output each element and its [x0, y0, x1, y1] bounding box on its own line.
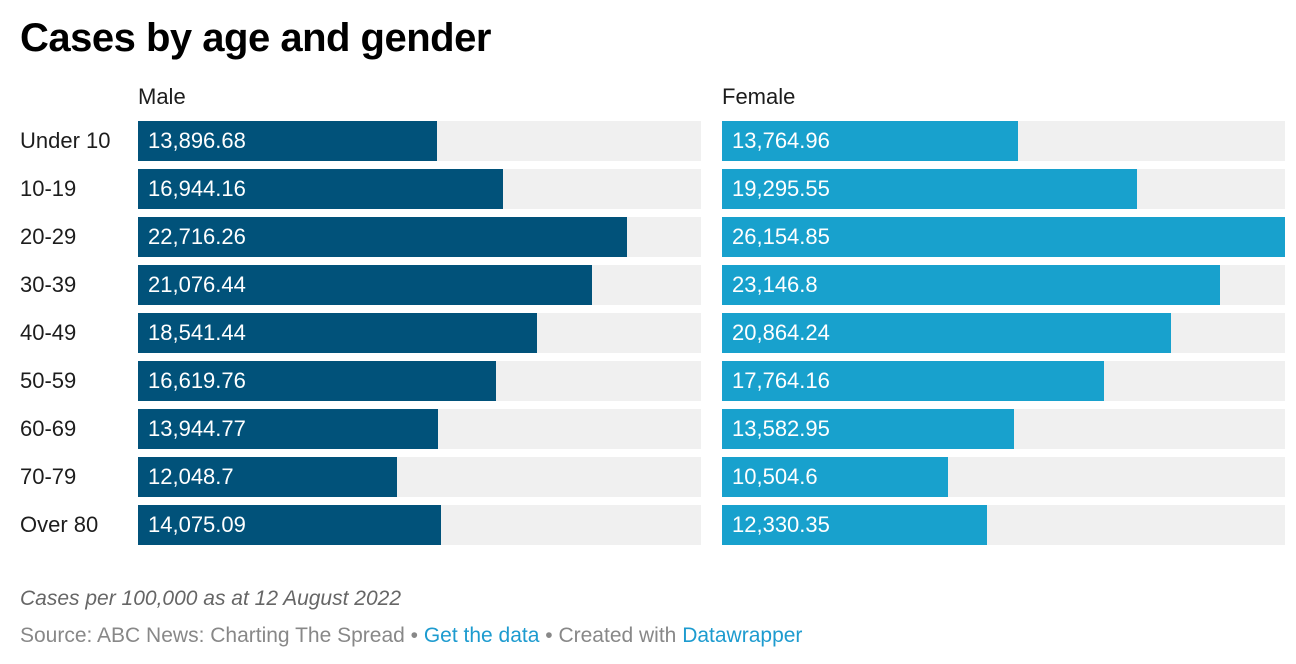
bar-track: 26,154.85 — [722, 217, 1285, 257]
bar-track: 12,048.7 — [138, 457, 701, 497]
bar-track: 14,075.09 — [138, 505, 701, 545]
bar-value-label: 20,864.24 — [732, 320, 830, 345]
category-label: 40-49 — [20, 320, 77, 345]
bar-value-label: 19,295.55 — [732, 176, 830, 201]
bar-value-label: 13,944.77 — [148, 416, 246, 441]
bar-value-label: 12,330.35 — [732, 512, 830, 537]
bar-male — [138, 409, 438, 449]
chart-title: Cases by age and gender — [20, 16, 491, 60]
bar-value-label: 13,764.96 — [732, 128, 830, 153]
footer-separator: • — [404, 624, 424, 647]
bar-male — [138, 265, 592, 305]
bar-track: 13,764.96 — [722, 121, 1285, 161]
bar-male — [138, 313, 537, 353]
panel-label-male: Male — [138, 84, 186, 109]
bar-track: 17,764.16 — [722, 361, 1285, 401]
bar-male — [138, 169, 503, 209]
bar-female — [722, 121, 1018, 161]
bar-track: 12,330.35 — [722, 505, 1285, 545]
bar-track: 18,541.44 — [138, 313, 701, 353]
bar-value-label: 22,716.26 — [148, 224, 246, 249]
bar-female — [722, 409, 1014, 449]
bar-value-label: 21,076.44 — [148, 272, 246, 297]
bar-value-label: 13,582.95 — [732, 416, 830, 441]
footer-separator: • — [539, 624, 559, 647]
bar-male — [138, 457, 397, 497]
bar-value-label: 13,896.68 — [148, 128, 246, 153]
bar-track: 16,944.16 — [138, 169, 701, 209]
bar-female — [722, 217, 1285, 257]
bar-track: 16,619.76 — [138, 361, 701, 401]
bar-female — [722, 169, 1137, 209]
bar-value-label: 23,146.8 — [732, 272, 818, 297]
bar-value-label: 16,944.16 — [148, 176, 246, 201]
category-label: 30-39 — [20, 272, 77, 297]
bar-male — [138, 505, 441, 545]
bar-track: 19,295.55 — [722, 169, 1285, 209]
bar-track: 20,864.24 — [722, 313, 1285, 353]
bar-male — [138, 217, 627, 257]
category-label: Over 80 — [20, 512, 99, 537]
bar-track: 13,896.68 — [138, 121, 701, 161]
bar-track: 23,146.8 — [722, 265, 1285, 305]
bar-track: 13,582.95 — [722, 409, 1285, 449]
datawrapper-link[interactable]: Datawrapper — [682, 624, 803, 647]
source-text: Source: ABC News: Charting The Spread — [20, 624, 405, 647]
bar-value-label: 14,075.09 — [148, 512, 246, 537]
bar-value-label: 17,764.16 — [732, 368, 830, 393]
bar-male — [138, 361, 496, 401]
get-the-data-link[interactable]: Get the data — [423, 624, 540, 647]
category-label: 10-19 — [20, 176, 77, 201]
bar-track: 21,076.44 — [138, 265, 701, 305]
bar-female — [722, 457, 948, 497]
bar-track: 13,944.77 — [138, 409, 701, 449]
bar-female — [722, 361, 1104, 401]
bar-female — [722, 265, 1220, 305]
bar-track: 22,716.26 — [138, 217, 701, 257]
bar-value-label: 26,154.85 — [732, 224, 830, 249]
panel-label-female: Female — [722, 84, 796, 109]
bar-value-label: 10,504.6 — [732, 464, 818, 489]
bar-value-label: 18,541.44 — [148, 320, 246, 345]
created-with-text: Created with — [558, 624, 677, 647]
bar-track: 10,504.6 — [722, 457, 1285, 497]
category-label: Under 10 — [20, 128, 111, 153]
chart-notes: Cases per 100,000 as at 12 August 2022 — [20, 587, 401, 610]
category-label: 50-59 — [20, 368, 77, 393]
bar-female — [722, 505, 987, 545]
category-label: 20-29 — [20, 224, 77, 249]
bar-female — [722, 313, 1171, 353]
bar-value-label: 12,048.7 — [148, 464, 234, 489]
chart-footer: Source: ABC News: Charting The Spread • … — [20, 623, 802, 649]
bar-male — [138, 121, 437, 161]
bar-value-label: 16,619.76 — [148, 368, 246, 393]
category-label: 70-79 — [20, 464, 77, 489]
category-label: 60-69 — [20, 416, 77, 441]
